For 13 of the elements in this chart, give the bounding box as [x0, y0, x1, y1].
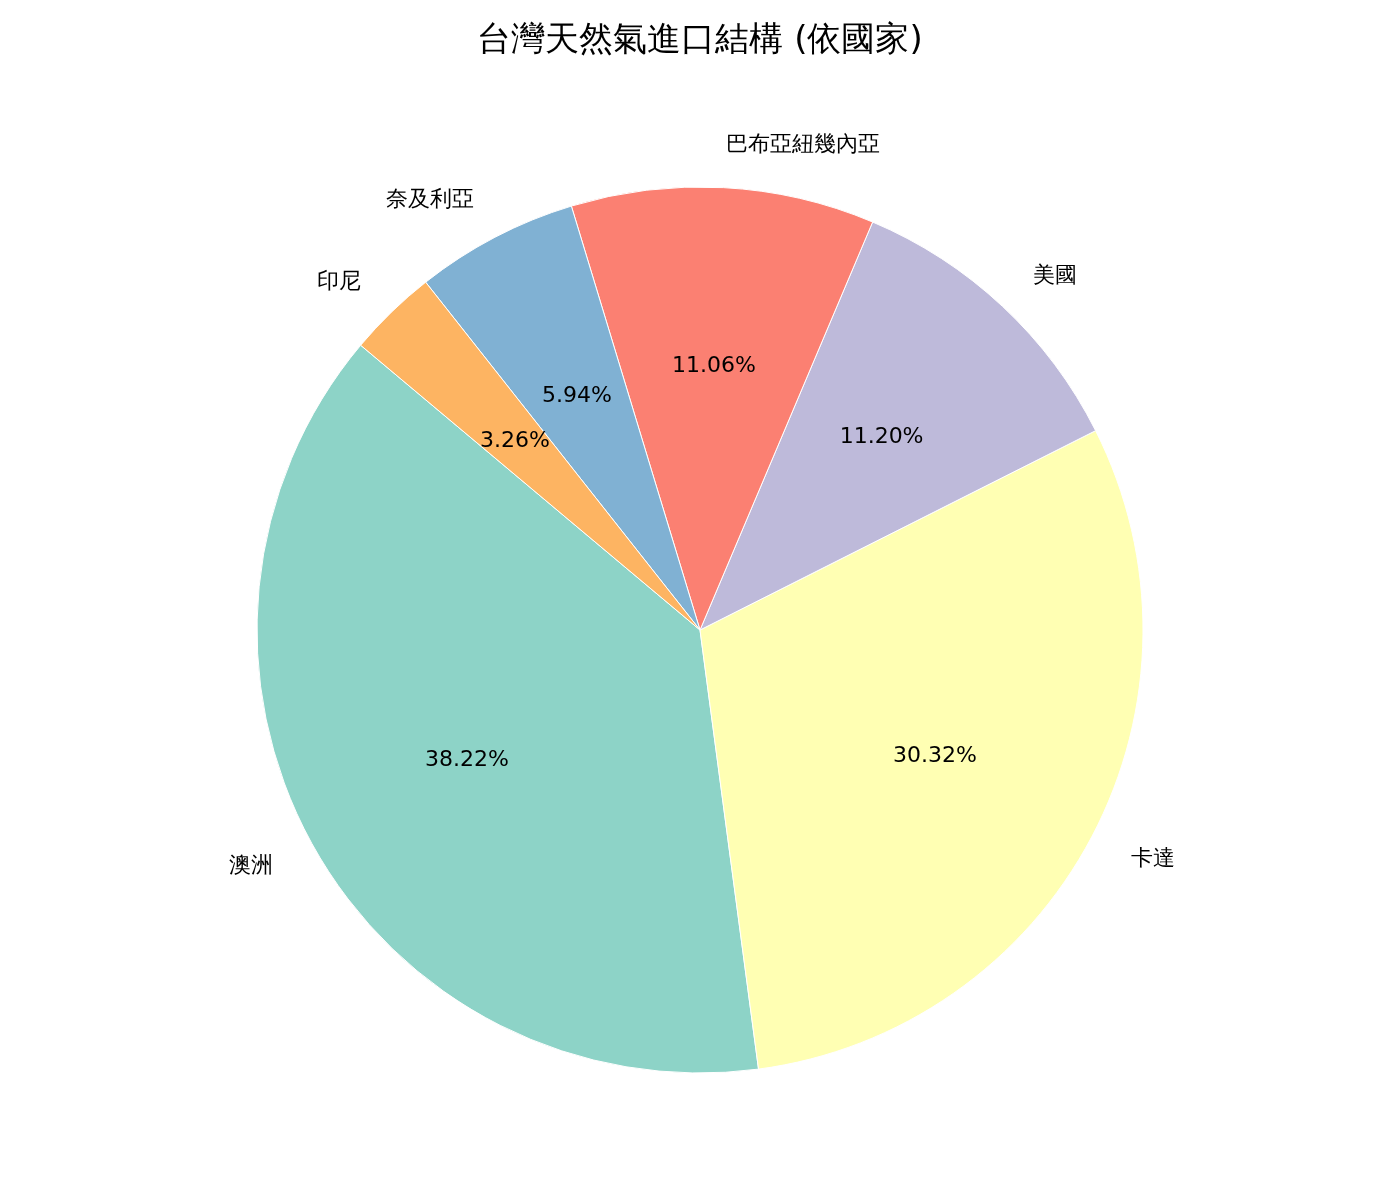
slice-label: 美國: [1032, 261, 1077, 287]
slice-label: 奈及利亞: [386, 185, 475, 211]
data-label: 38.22%: [425, 745, 510, 771]
data-label: 5.94%: [542, 381, 612, 407]
data-label: 11.20%: [839, 423, 924, 449]
slice-label: 卡達: [1130, 845, 1175, 871]
slice-label: 巴布亞紐幾內亞: [725, 130, 880, 156]
data-label: 11.06%: [672, 352, 756, 378]
data-label: 3.26%: [479, 426, 550, 452]
slice-label: 印尼: [316, 267, 361, 293]
slice-label: 澳洲: [228, 852, 273, 878]
chart-title: 台灣天然氣進口結構 (依國家): [477, 18, 923, 58]
data-label: 30.32%: [893, 741, 977, 767]
